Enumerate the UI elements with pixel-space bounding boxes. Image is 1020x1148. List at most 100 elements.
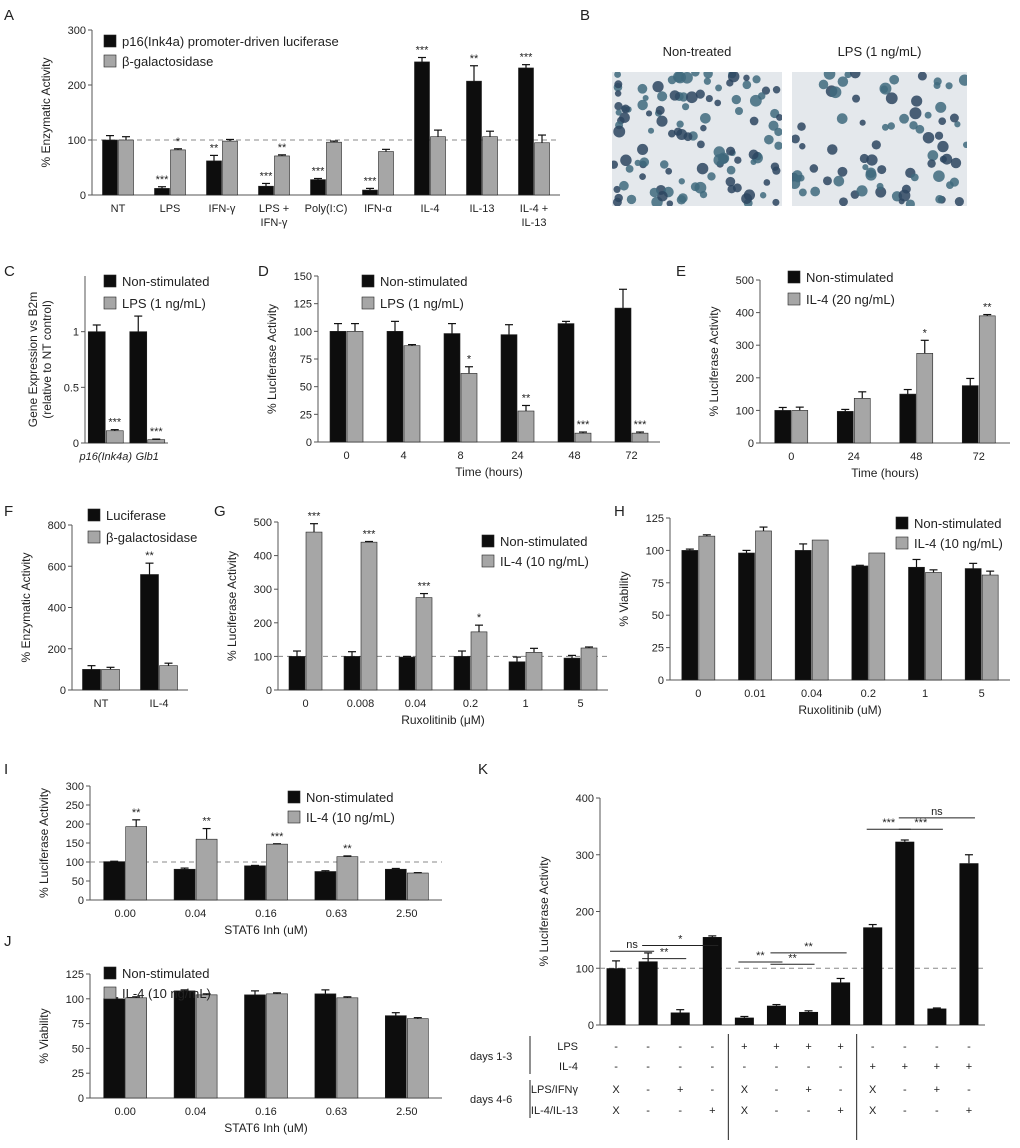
cell — [726, 165, 736, 175]
x-axis-title: Time (hours) — [851, 466, 919, 480]
table-row-label: LPS/IFNγ — [531, 1084, 579, 1096]
x-tick-label: 1 — [522, 698, 528, 710]
cell — [726, 146, 736, 156]
bar — [868, 552, 886, 681]
y-tick-label: 75 — [300, 354, 312, 366]
cell — [875, 186, 887, 198]
bar — [154, 188, 170, 196]
y-axis-title: % Viability — [37, 1008, 51, 1063]
y-tick-label: 600 — [48, 561, 66, 573]
x-tick-label: 0.04 — [405, 698, 426, 710]
cell — [665, 167, 673, 175]
bar — [638, 961, 658, 1025]
cell — [839, 197, 848, 206]
table-cell: - — [614, 1061, 618, 1073]
table-row-label: IL-4/IL-13 — [531, 1105, 578, 1117]
cell — [660, 160, 669, 169]
table-cell: X — [612, 1105, 620, 1117]
significance-label: ** — [804, 941, 813, 953]
cell — [901, 184, 911, 194]
cell — [691, 72, 700, 77]
x-axis-title: Ruxolitinib (μM) — [401, 713, 485, 727]
legend-label: Non-stimulated — [380, 274, 467, 289]
bar — [82, 669, 101, 691]
cell — [837, 166, 848, 177]
table-cell: - — [614, 1041, 618, 1053]
micro-title-lps: LPS (1 ng/mL) — [837, 44, 922, 59]
table-cell: - — [646, 1084, 650, 1096]
bar — [129, 331, 148, 444]
micrograph-cells-lps — [792, 72, 967, 206]
x-tick-label: 0.008 — [347, 698, 375, 710]
x-tick-label: 24 — [848, 451, 860, 463]
y-axis-title: % Enzymatic Activity — [39, 57, 53, 167]
bar — [959, 863, 979, 1025]
significance-label: *** — [364, 175, 378, 187]
significance-label: * — [678, 934, 683, 946]
table-group-label: days 1-3 — [470, 1051, 512, 1063]
cell — [889, 74, 900, 85]
table-cell: - — [646, 1105, 650, 1117]
cell — [933, 82, 941, 90]
cell — [668, 129, 676, 138]
table-cell: - — [839, 1084, 843, 1096]
cell — [852, 94, 861, 103]
y-tick-label: 50 — [300, 382, 312, 394]
table-cell: - — [646, 1041, 650, 1053]
bar — [288, 656, 306, 691]
panel-label-h: H — [614, 503, 625, 520]
cell — [637, 99, 648, 111]
table-cell: - — [903, 1084, 907, 1096]
bar — [222, 140, 238, 196]
cell — [887, 122, 895, 130]
panel-label-j: J — [4, 933, 12, 950]
cell — [772, 198, 780, 206]
table-cell: X — [741, 1105, 749, 1117]
significance-label: *** — [363, 528, 377, 540]
bar — [978, 315, 996, 444]
cell — [871, 140, 881, 150]
cell — [748, 149, 759, 160]
bar — [170, 149, 186, 196]
bar — [258, 185, 274, 196]
significance-label: ** — [660, 947, 669, 959]
chart-h: 0 25 50 75 100 125 0 0.01 0.04 0.2 1 5 % Viability Ru… — [617, 513, 1010, 717]
cell — [727, 72, 740, 83]
table-cell: - — [775, 1084, 779, 1096]
bar — [525, 652, 543, 691]
cell — [945, 82, 953, 90]
bar — [774, 410, 792, 444]
cell — [734, 156, 742, 164]
significance-label: *** — [312, 166, 326, 178]
cell — [885, 92, 898, 105]
x-tick-label: IFN-α — [364, 203, 392, 215]
x-tick-label: 8 — [457, 450, 463, 462]
x-tick-label: 2.50 — [396, 908, 417, 920]
cell — [935, 194, 944, 204]
x-tick-label: p16(Ink4a) — [78, 451, 132, 463]
cell — [700, 112, 711, 124]
y-tick-label: 150 — [66, 838, 84, 850]
x-tick-label: LPS + — [259, 203, 289, 215]
table-cell: - — [678, 1105, 682, 1117]
cell — [810, 186, 821, 197]
cell — [649, 187, 659, 198]
bar — [698, 535, 716, 681]
y-axis-title: % Luciferase Activity — [265, 304, 279, 414]
table-cell: X — [741, 1084, 749, 1096]
bar — [799, 1011, 819, 1025]
cell — [676, 128, 688, 141]
x-tick-label: 0.04 — [185, 908, 206, 920]
cell — [678, 92, 689, 102]
cell — [938, 117, 947, 126]
table-cell: - — [743, 1061, 747, 1073]
y-axis-subtitle: (relative to NT control) — [40, 300, 54, 418]
x-tick-label: 4 — [400, 450, 406, 462]
cell — [757, 92, 766, 100]
cell — [859, 119, 866, 126]
bar — [314, 871, 337, 901]
table-cell: + — [773, 1041, 779, 1053]
cell — [798, 188, 807, 197]
panel-label-a: A — [4, 7, 14, 24]
